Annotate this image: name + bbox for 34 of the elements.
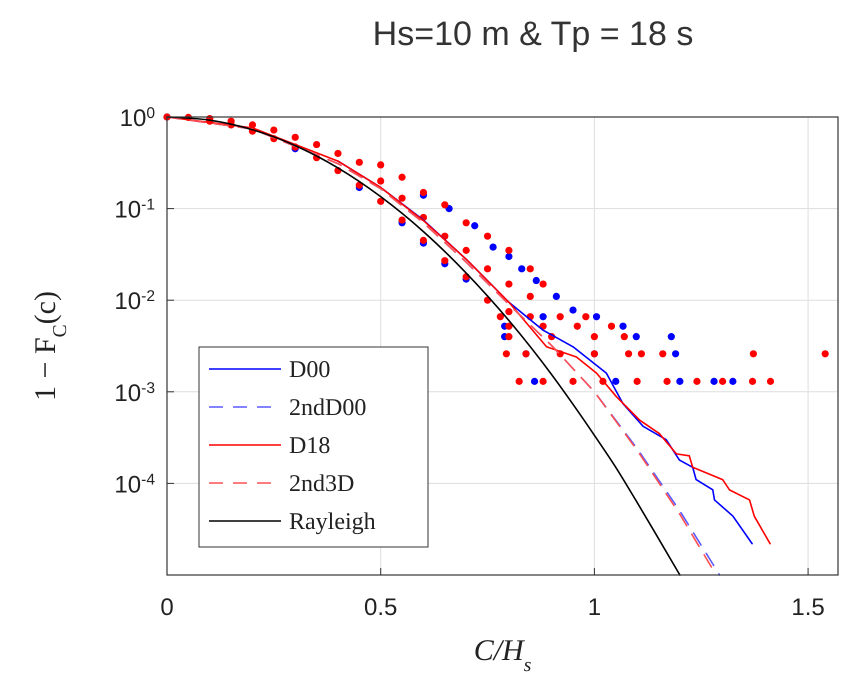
point	[710, 378, 718, 385]
x-tick-label: 1	[588, 594, 602, 621]
point	[619, 322, 627, 330]
point	[540, 313, 547, 320]
point	[552, 292, 560, 300]
point	[592, 313, 600, 320]
point	[672, 350, 680, 358]
point	[668, 333, 675, 340]
point	[612, 378, 620, 385]
point	[632, 333, 640, 340]
legend-label: D00	[289, 357, 330, 383]
legend-label: Rayleigh	[289, 509, 376, 535]
x-tick-label: 0.5	[364, 594, 398, 621]
x-axis-title: C/H$_{s}$	[474, 634, 532, 676]
point	[518, 265, 526, 272]
point	[489, 243, 497, 251]
legend-label: 2nd3D	[289, 471, 354, 497]
point	[676, 378, 684, 385]
point	[729, 378, 736, 385]
point	[505, 252, 513, 260]
legend-label: D18	[289, 433, 330, 459]
x-tick-label: 0	[160, 594, 174, 621]
legend-label: 2ndD00	[289, 395, 366, 421]
point	[530, 378, 538, 385]
x-tick-label: 1.5	[791, 594, 825, 621]
y-tick-label: 10$^{0}$	[120, 104, 156, 132]
y-tick-label: 10$^{-4}$	[114, 470, 156, 498]
y-tick-label: 10$^{-2}$	[114, 288, 155, 316]
point	[471, 222, 478, 230]
point	[569, 306, 577, 314]
y-tick-label: 10$^{-3}$	[114, 379, 155, 407]
y-tick-label: 10$^{-1}$	[114, 196, 155, 224]
chart-title: Hs=10 m & Tp = 18 s	[372, 15, 694, 53]
point	[532, 276, 540, 284]
